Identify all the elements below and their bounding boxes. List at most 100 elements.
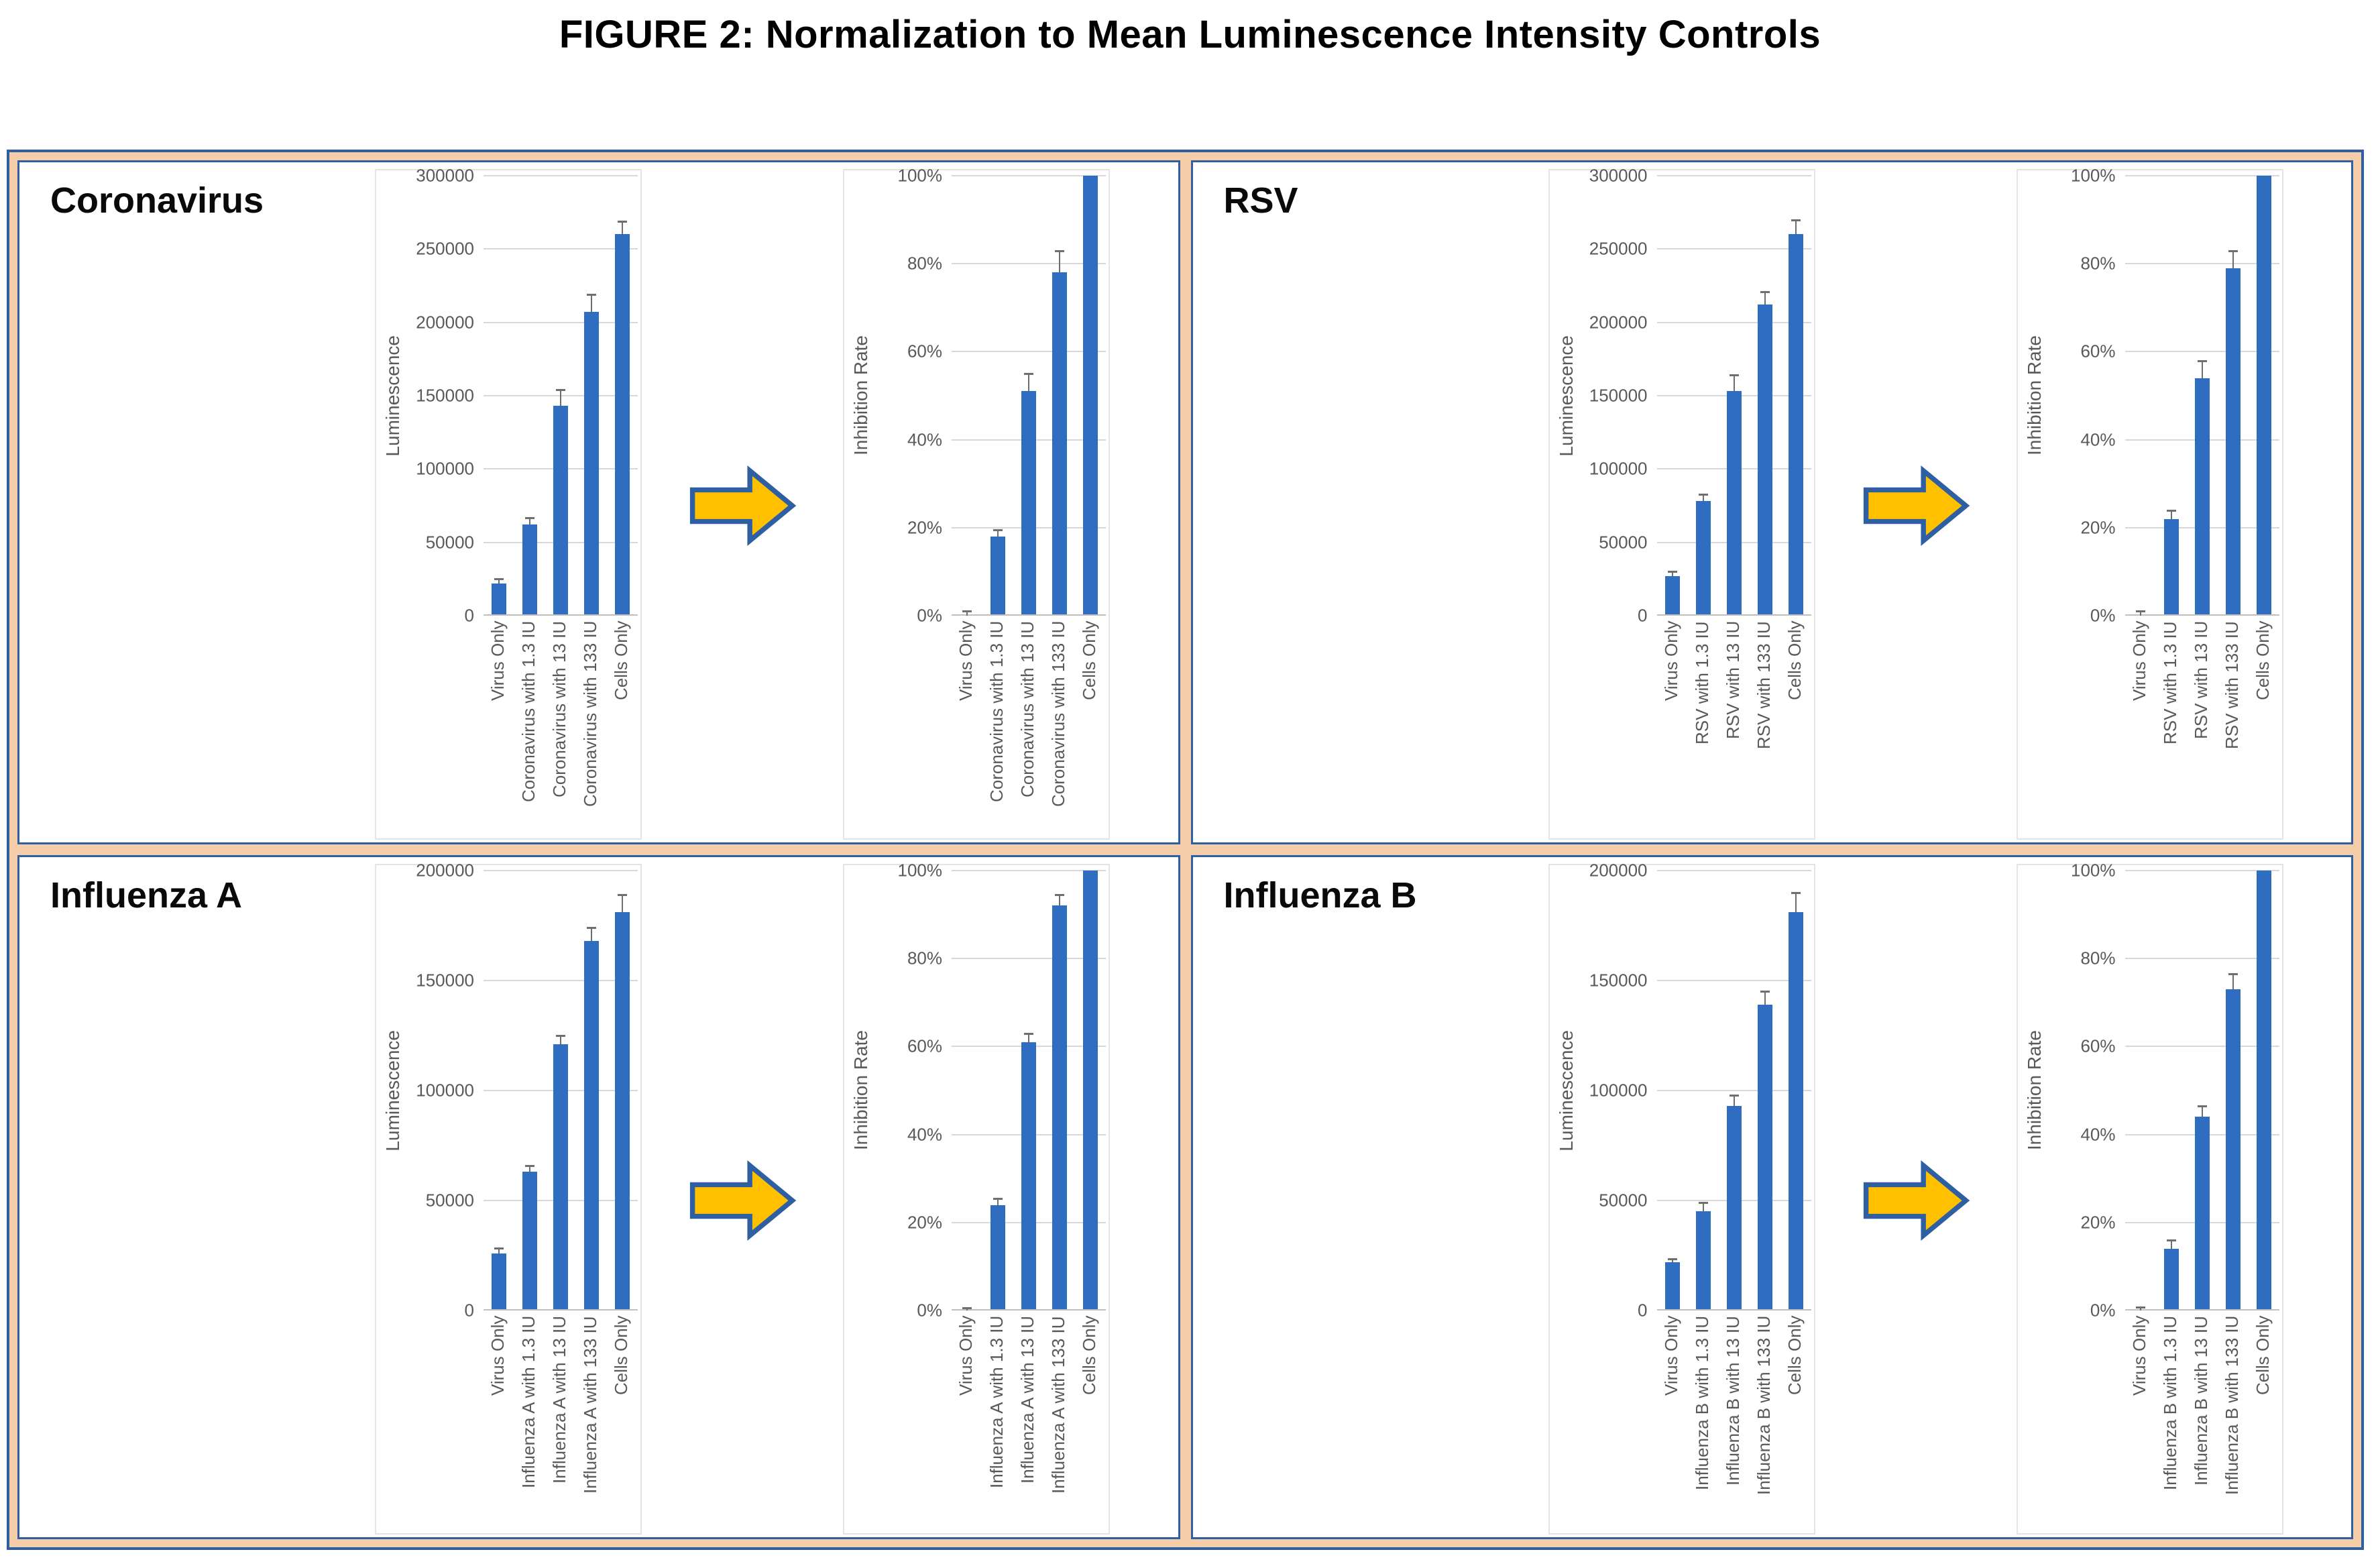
- data-bar: [2163, 518, 2179, 616]
- y-axis-title-column: Luminescence: [378, 871, 408, 1311]
- x-category-label: Influenza B with 133 IU: [2221, 1316, 2242, 1496]
- figure-title: FIGURE 2: Normalization to Mean Luminesc…: [559, 13, 1821, 56]
- y-tick-label: 250000: [1589, 238, 1648, 259]
- y-axis-ticks: 0% 20% 40% 60% 80% 100%: [876, 166, 952, 626]
- error-bar-cap: [1760, 290, 1770, 293]
- error-bar: [1702, 1203, 1704, 1212]
- error-bar: [622, 895, 623, 913]
- error-bar-cap: [1055, 894, 1064, 897]
- y-tick-label: 80%: [2080, 253, 2116, 274]
- x-axis-line: [952, 1309, 1106, 1311]
- data-bar: [2225, 268, 2241, 616]
- data-bar: [990, 1205, 1005, 1311]
- y-tick-label: 0: [1638, 605, 1648, 626]
- inhibition-rate-chart: Inhibition Rate 0% 20% 40% 60% 80% 100% Virus O…: [843, 860, 1110, 1535]
- quadrant-influenza-a: Influenza A Luminescence 0 50000 100000 1500…: [17, 855, 1180, 1539]
- gridline: [484, 870, 638, 871]
- y-tick-label: 0: [464, 605, 474, 626]
- y-tick-label: 60%: [2080, 1036, 2116, 1056]
- x-axis-labels: Virus Only Influenza B with 1.3 IU Influen…: [1657, 1311, 1811, 1532]
- error-bar: [1795, 219, 1797, 235]
- x-category-label: Influenza A with 133 IU: [1048, 1316, 1068, 1494]
- error-bar-cap: [1698, 493, 1708, 496]
- error-bar: [498, 579, 500, 583]
- error-bar: [1764, 991, 1766, 1005]
- gridline: [952, 870, 1106, 871]
- x-axis-line: [1656, 1309, 1811, 1311]
- x-category-label: Virus Only: [1660, 621, 1681, 702]
- data-bar: [553, 406, 568, 616]
- x-category-label: Influenza B with 13 IU: [2190, 1316, 2211, 1486]
- y-axis-title-column: Inhibition Rate: [846, 871, 876, 1311]
- error-bar-cap: [2197, 1105, 2207, 1107]
- y-tick-label: 150000: [416, 970, 474, 991]
- y-tick-label: 0%: [917, 1300, 942, 1321]
- plot-area: [484, 870, 638, 1311]
- error-bar-cap: [962, 1307, 972, 1310]
- gridline: [484, 321, 638, 323]
- data-bar: [1021, 1042, 1036, 1311]
- error-bar: [622, 221, 623, 235]
- y-tick-label: 40%: [907, 1124, 942, 1145]
- x-category-label: Cells Only: [1079, 621, 1099, 701]
- x-category-label: Coronavirus with 133 IU: [1048, 621, 1068, 807]
- y-axis-ticks: 0 50000 100000 150000 200000: [408, 860, 484, 1321]
- y-tick-label: 80%: [2080, 948, 2116, 968]
- data-bar: [553, 1044, 568, 1311]
- charts-row: Luminescence 0 50000 100000 150000 200000 Viru…: [1548, 860, 2283, 1535]
- panel-title: Coronavirus: [50, 180, 264, 221]
- error-bar: [1059, 250, 1060, 273]
- error-bar: [1028, 1033, 1029, 1042]
- x-axis-line: [2124, 1309, 2279, 1311]
- arrow-column: [1815, 464, 2017, 547]
- error-bar: [1733, 1095, 1735, 1106]
- luminescence-chart: Luminescence 0 50000 100000 150000 200000 Viru…: [375, 860, 642, 1535]
- error-bar-cap: [1024, 1032, 1033, 1035]
- y-tick-label: 250000: [416, 238, 474, 259]
- y-tick-label: 100%: [2071, 165, 2116, 186]
- y-tick-label: 200000: [416, 312, 474, 333]
- data-bar: [2225, 989, 2241, 1311]
- x-category-label: Influenza A with 13 IU: [549, 1316, 569, 1484]
- error-bar: [966, 611, 968, 616]
- error-bar-cap: [1698, 1202, 1708, 1205]
- data-bar: [1083, 871, 1098, 1311]
- error-bar-cap: [2197, 359, 2207, 362]
- right-arrow-icon: [1863, 1160, 1970, 1241]
- error-bar-cap: [1791, 219, 1801, 221]
- error-bar: [1764, 291, 1766, 305]
- x-axis-labels: Virus Only Coronavirus with 1.3 IU Coronav…: [484, 616, 638, 837]
- x-category-label: Influenza A with 13 IU: [1017, 1316, 1037, 1484]
- x-category-label: Cells Only: [1784, 621, 1805, 701]
- data-bar: [1052, 905, 1067, 1311]
- error-bar-cap: [962, 610, 972, 613]
- error-bar-cap: [1055, 249, 1064, 252]
- y-axis-title: Luminescence: [382, 335, 403, 457]
- x-axis-labels: Virus Only Influenza A with 1.3 IU Influen…: [952, 1311, 1106, 1532]
- y-axis-title-column: Inhibition Rate: [846, 176, 876, 616]
- x-category-label: Cells Only: [2252, 1316, 2273, 1396]
- data-bar: [492, 1253, 506, 1311]
- gridline: [1656, 980, 1811, 981]
- error-bar-cap: [618, 894, 627, 897]
- y-axis-title: Inhibition Rate: [2023, 1030, 2045, 1151]
- plot-area: [952, 870, 1106, 1311]
- error-bar: [1795, 892, 1797, 913]
- x-category-label: RSV with 1.3 IU: [1691, 621, 1712, 744]
- x-axis-labels: Virus Only RSV with 1.3 IU RSV with 13 IU R…: [2125, 616, 2279, 837]
- x-category-label: Influenza A with 1.3 IU: [986, 1316, 1007, 1489]
- y-tick-label: 80%: [907, 948, 942, 968]
- error-bar-cap: [525, 516, 534, 519]
- inhibition-rate-chart: Inhibition Rate 0% 20% 40% 60% 80% 100% Virus O…: [2016, 165, 2283, 840]
- x-category-label: Virus Only: [956, 1316, 976, 1396]
- error-bar-cap: [1729, 374, 1739, 377]
- error-bar-cap: [1791, 891, 1801, 894]
- x-category-label: Virus Only: [2129, 621, 2149, 702]
- x-category-label: Cells Only: [611, 621, 631, 701]
- data-bar: [2194, 1117, 2210, 1311]
- gridline: [2124, 870, 2279, 871]
- x-category-label: Virus Only: [2129, 1316, 2149, 1396]
- data-bar: [1788, 234, 1803, 616]
- data-bar: [1757, 304, 1772, 616]
- x-category-label: Influenza A with 1.3 IU: [518, 1316, 539, 1489]
